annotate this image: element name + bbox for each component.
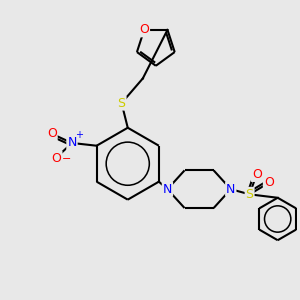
Text: S: S <box>118 97 126 110</box>
Text: N: N <box>226 183 236 196</box>
Text: O: O <box>264 176 274 189</box>
Text: +: + <box>76 130 83 140</box>
Text: O: O <box>139 23 149 36</box>
Text: O: O <box>52 152 61 164</box>
Text: S: S <box>246 188 254 201</box>
Text: O: O <box>252 168 262 181</box>
Text: N: N <box>163 183 172 196</box>
Text: −: − <box>61 154 71 164</box>
Text: O: O <box>47 127 57 140</box>
Text: N: N <box>67 136 76 149</box>
